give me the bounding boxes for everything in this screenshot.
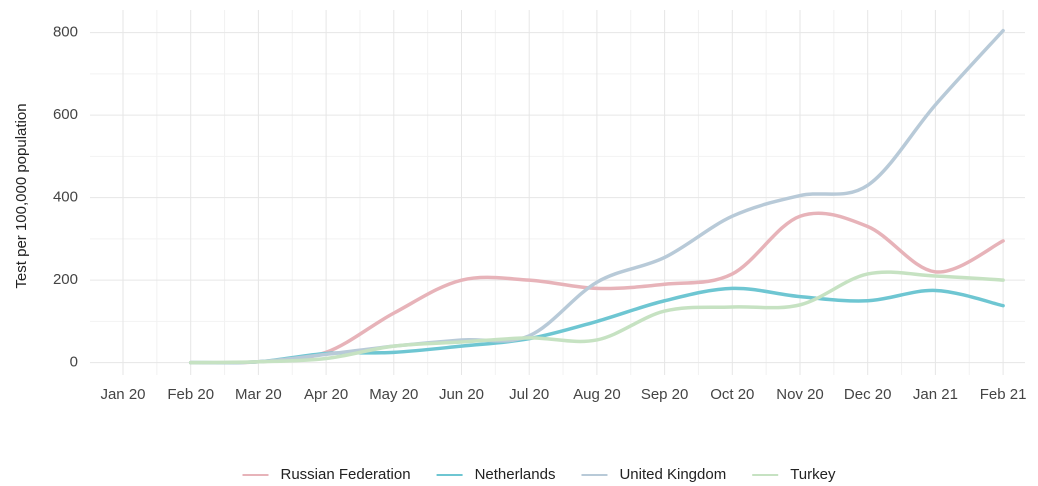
legend-text: Netherlands (475, 466, 556, 483)
x-tick-label: Feb 21 (980, 386, 1027, 403)
x-tick-label: Dec 20 (844, 386, 892, 403)
legend-text: Russian Federation (281, 466, 411, 483)
x-tick-label: Jan 21 (913, 386, 958, 403)
x-tick-label: Jun 20 (439, 386, 484, 403)
x-tick-label: Sep 20 (641, 386, 689, 403)
x-tick-label: Jan 20 (100, 386, 145, 403)
series-line (188, 270, 1005, 365)
x-tick-label: Feb 20 (167, 386, 214, 403)
x-tick-label: May 20 (369, 386, 418, 403)
x-tick-label: Aug 20 (573, 386, 621, 403)
y-tick-label: 200 (53, 271, 78, 288)
series-line (188, 28, 1005, 365)
legend-text: Turkey (790, 466, 836, 483)
legend-text: United Kingdom (619, 466, 726, 483)
y-tick-label: 400 (53, 189, 78, 206)
y-axis-title: Test per 100,000 population (13, 103, 30, 288)
x-tick-label: Mar 20 (235, 386, 282, 403)
x-tick-label: Jul 20 (509, 386, 549, 403)
y-tick-label: 0 (70, 354, 78, 371)
y-tick-label: 600 (53, 106, 78, 123)
x-tick-label: Apr 20 (304, 386, 348, 403)
x-tick-label: Oct 20 (710, 386, 754, 403)
y-tick-label: 800 (53, 24, 78, 41)
x-tick-label: Nov 20 (776, 386, 824, 403)
legend: Russian Federation Netherlands United King… (242, 466, 836, 483)
